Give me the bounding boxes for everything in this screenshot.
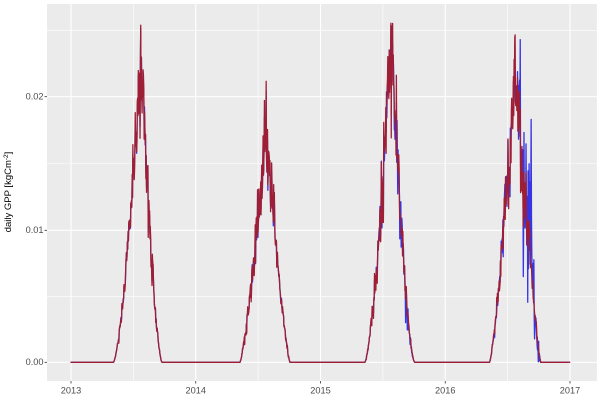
svg-text:2017: 2017 (560, 386, 580, 396)
svg-text:2015: 2015 (310, 386, 330, 396)
svg-text:0.00: 0.00 (26, 357, 44, 367)
svg-text:0.02: 0.02 (26, 91, 44, 101)
svg-text:2013: 2013 (61, 386, 81, 396)
svg-text:daily GPP [kgCm-2]: daily GPP [kgCm-2] (3, 152, 15, 233)
svg-text:2016: 2016 (435, 386, 455, 396)
svg-text:2014: 2014 (186, 386, 206, 396)
svg-text:0.01: 0.01 (26, 225, 44, 235)
